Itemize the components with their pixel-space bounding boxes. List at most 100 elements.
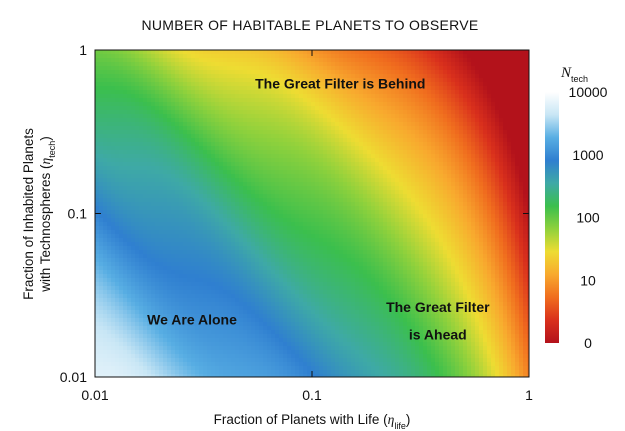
heatmap-cell (223, 74, 228, 79)
heatmap-cell (367, 150, 372, 155)
heatmap-cell (191, 110, 196, 115)
heatmap-cell (363, 86, 368, 91)
heatmap-cell (135, 94, 140, 99)
heatmap-cell (447, 190, 452, 195)
heatmap-cell (263, 126, 268, 131)
heatmap-cell (355, 74, 360, 79)
heatmap-cell (311, 194, 316, 199)
heatmap-cell (235, 94, 240, 99)
heatmap-cell (475, 130, 480, 135)
heatmap-cell (207, 126, 212, 131)
heatmap-cell (395, 62, 400, 67)
heatmap-cell (383, 146, 388, 151)
heatmap-cell (103, 58, 108, 63)
heatmap-cell (331, 54, 336, 59)
heatmap-cell (171, 162, 176, 167)
heatmap-cell (211, 94, 216, 99)
heatmap-cell (247, 86, 252, 91)
heatmap-cell (483, 150, 488, 155)
heatmap-cell (295, 90, 300, 95)
heatmap-cell (187, 154, 192, 159)
heatmap-cell (423, 54, 428, 59)
heatmap-cell (239, 198, 244, 203)
heatmap-cell (331, 82, 336, 87)
heatmap-cell (319, 110, 324, 115)
heatmap-cell (243, 122, 248, 127)
heatmap-cell (131, 82, 136, 87)
heatmap-cell (431, 74, 436, 79)
heatmap-cell (339, 222, 344, 227)
heatmap-cell (515, 154, 520, 159)
heatmap-cell (299, 106, 304, 111)
heatmap-cell (439, 174, 444, 179)
heatmap-cell (499, 130, 504, 135)
heatmap-cell (411, 130, 416, 135)
heatmap-cell (183, 110, 188, 115)
heatmap-cell (243, 206, 248, 211)
heatmap-cell (371, 226, 376, 231)
heatmap-cell (395, 178, 400, 183)
heatmap-cell (303, 50, 308, 55)
heatmap-cell (251, 194, 256, 199)
heatmap-cell (479, 70, 484, 75)
heatmap-cell (187, 134, 192, 139)
heatmap-cell (335, 194, 340, 199)
heatmap-cell (115, 58, 120, 63)
heatmap-cell (411, 134, 416, 139)
heatmap-cell (455, 122, 460, 127)
heatmap-cell (491, 158, 496, 163)
heatmap-cell (339, 114, 344, 119)
heatmap-cell (479, 198, 484, 203)
heatmap-cell (175, 74, 180, 79)
heatmap-cell (343, 210, 348, 215)
heatmap-cell (95, 174, 100, 179)
heatmap-cell (403, 162, 408, 167)
heatmap-cell (183, 74, 188, 79)
heatmap-cell (175, 222, 180, 227)
heatmap-cell (487, 122, 492, 127)
heatmap-cell (387, 98, 392, 103)
heatmap-cell (283, 50, 288, 55)
heatmap-cell (191, 82, 196, 87)
heatmap-cell (335, 106, 340, 111)
heatmap-cell (187, 162, 192, 167)
heatmap-cell (519, 158, 524, 163)
heatmap-cell (99, 86, 104, 91)
heatmap-cell (499, 170, 504, 175)
heatmap-cell (299, 206, 304, 211)
heatmap-cell (451, 78, 456, 83)
heatmap-cell (127, 158, 132, 163)
heatmap-cell (443, 202, 448, 207)
heatmap-cell (487, 170, 492, 175)
heatmap-cell (379, 74, 384, 79)
heatmap-cell (519, 166, 524, 171)
heatmap-cell (367, 66, 372, 71)
heatmap-cell (367, 222, 372, 227)
heatmap-cell (219, 134, 224, 139)
heatmap-cell (199, 126, 204, 131)
heatmap-cell (283, 62, 288, 67)
heatmap-cell (211, 226, 216, 231)
heatmap-cell (279, 94, 284, 99)
heatmap-cell (219, 78, 224, 83)
heatmap-cell (171, 190, 176, 195)
heatmap-cell (155, 226, 160, 231)
heatmap-cell (195, 150, 200, 155)
heatmap-cell (155, 110, 160, 115)
heatmap-cell (435, 134, 440, 139)
heatmap-cell (375, 178, 380, 183)
heatmap-cell (99, 190, 104, 195)
heatmap-cell (527, 106, 529, 111)
heatmap-cell (359, 78, 364, 83)
heatmap-cell (251, 150, 256, 155)
heatmap-cell (343, 226, 348, 231)
heatmap-cell (163, 86, 168, 91)
heatmap-cell (371, 206, 376, 211)
heatmap-cell (379, 114, 384, 119)
heatmap-cell (375, 94, 380, 99)
heatmap-cell (403, 130, 408, 135)
heatmap-cell (367, 114, 372, 119)
heatmap-cell (139, 86, 144, 91)
heatmap-cell (319, 114, 324, 119)
heatmap-cell (151, 58, 156, 63)
